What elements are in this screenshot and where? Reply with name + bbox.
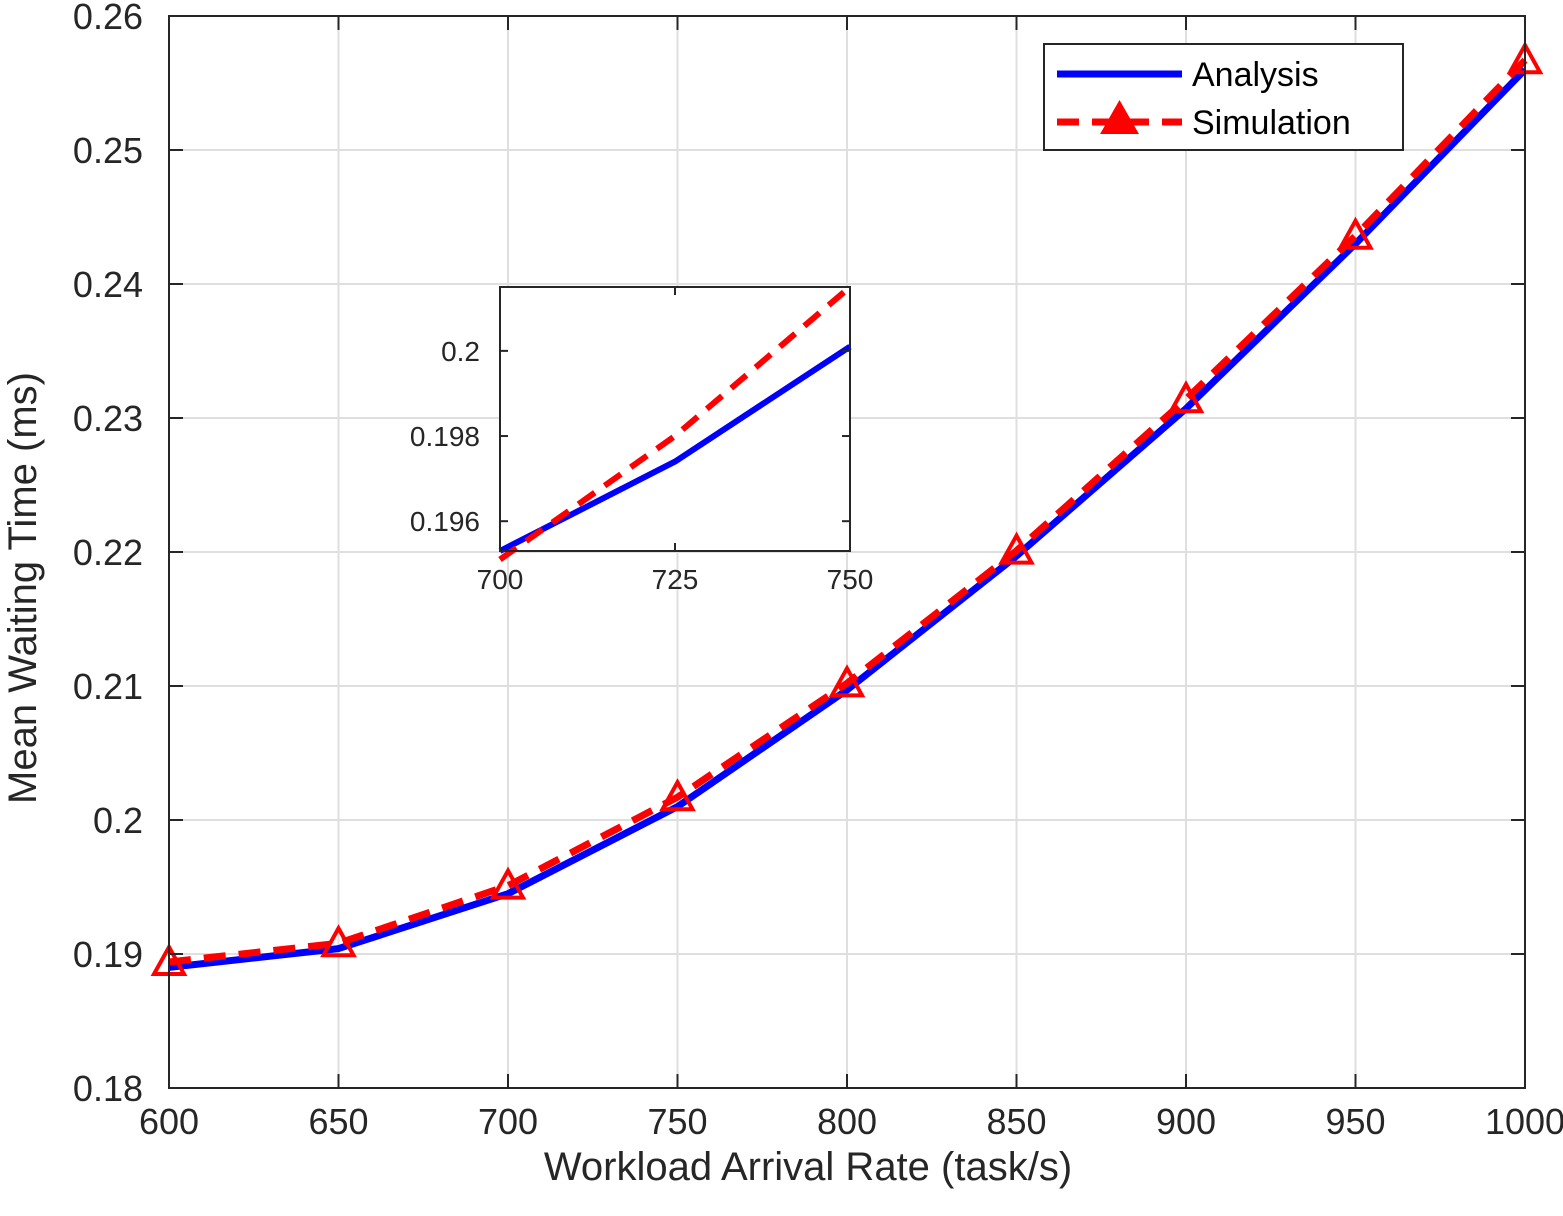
y-tick-label: 0.19 bbox=[73, 934, 143, 975]
legend-simulation-marker bbox=[1100, 99, 1139, 134]
simulation-marker bbox=[828, 664, 866, 698]
y-tick-label: 0.26 bbox=[73, 0, 143, 37]
y-tick-label: 0.2 bbox=[93, 800, 143, 841]
y-tick-label: 0.18 bbox=[73, 1068, 143, 1109]
y-tick-label: 0.24 bbox=[73, 264, 143, 305]
series-line-analysis bbox=[168, 67, 1528, 971]
main-series-group bbox=[150, 41, 1544, 977]
simulation-marker bbox=[320, 924, 357, 958]
simulation-marker bbox=[1167, 380, 1205, 414]
x-tick-label: 650 bbox=[308, 1101, 368, 1142]
x-tick-label: 700 bbox=[478, 1101, 538, 1142]
inset-zoom-chart: 700 725 750 0.196 0.198 0.2 bbox=[410, 284, 873, 595]
inset-series-group bbox=[498, 284, 852, 562]
x-axis-title: Workload Arrival Rate (task/s) bbox=[544, 1145, 1072, 1189]
series-line-simulation bbox=[168, 57, 1528, 966]
main-axes bbox=[168, 15, 1526, 1089]
x-tick-label: 850 bbox=[986, 1101, 1046, 1142]
y-tick-label: 0.21 bbox=[73, 666, 143, 707]
x-tick-label: 950 bbox=[1325, 1101, 1385, 1142]
inset-background bbox=[500, 287, 850, 551]
simulation-marker bbox=[1337, 216, 1374, 250]
plot-frame bbox=[168, 15, 1526, 1089]
simulation-marker bbox=[489, 866, 527, 900]
x-tick-label: 1000 bbox=[1485, 1101, 1563, 1142]
x-tick-label: 750 bbox=[647, 1101, 707, 1142]
legend-analysis-label: Analysis bbox=[1192, 56, 1319, 94]
y-axis-title: Mean Waiting Time (ms) bbox=[1, 372, 45, 804]
y-tick-label: 0.25 bbox=[73, 130, 143, 171]
x-tick-label: 800 bbox=[817, 1101, 877, 1142]
main-tick-labels: 600 650 700 750 800 850 900 950 1000 0.18 0.19 0.2 0… bbox=[73, 0, 1563, 1142]
legend: Analysis Simulation bbox=[1043, 43, 1404, 151]
inset-x-tick-label: 750 bbox=[827, 564, 874, 595]
inset-tick-labels: 700 725 750 0.196 0.198 0.2 bbox=[410, 336, 873, 595]
inset-frame bbox=[499, 286, 851, 552]
legend-simulation-label: Simulation bbox=[1192, 104, 1351, 142]
x-tick-label: 900 bbox=[1156, 1101, 1216, 1142]
simulation-marker bbox=[998, 531, 1035, 565]
inset-y-tick-label: 0.2 bbox=[441, 336, 480, 367]
x-tick-label: 600 bbox=[139, 1101, 199, 1142]
y-tick-label: 0.22 bbox=[73, 532, 143, 573]
simulation-marker bbox=[659, 778, 696, 812]
inset-y-tick-label: 0.196 bbox=[410, 506, 480, 537]
inset-axes bbox=[499, 286, 851, 552]
inset-y-tick-label: 0.198 bbox=[410, 421, 480, 452]
inset-simulation-line bbox=[498, 284, 852, 562]
inset-x-tick-label: 700 bbox=[477, 564, 524, 595]
inset-x-tick-label: 725 bbox=[652, 564, 699, 595]
y-tick-label: 0.23 bbox=[73, 398, 143, 439]
